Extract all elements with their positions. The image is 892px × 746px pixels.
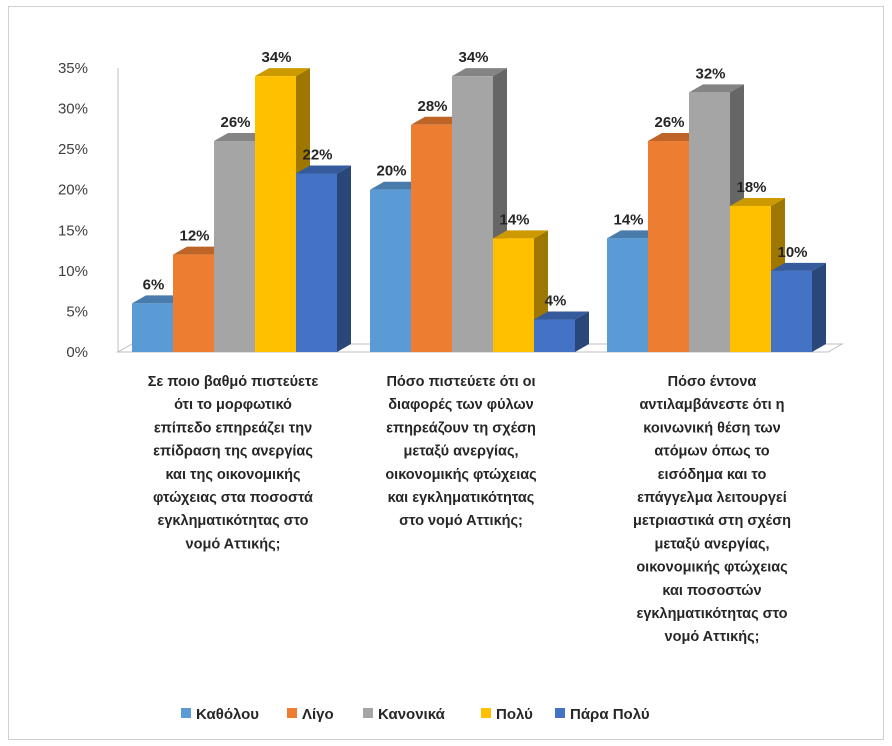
bar-front: [648, 141, 689, 352]
bar-5-1: [296, 165, 351, 352]
y-tick-label: 25%: [58, 141, 88, 158]
data-label: 10%: [777, 244, 807, 261]
y-tick-label: 0%: [66, 344, 88, 361]
bar-front: [607, 238, 648, 352]
legend-label: Λίγο: [302, 706, 334, 723]
data-label: 34%: [458, 49, 488, 66]
bar-front: [255, 76, 296, 352]
bar-front: [411, 124, 452, 352]
legend-item-3: Κανονικά: [363, 706, 446, 723]
bar-5-3: [771, 262, 826, 352]
bar-front: [771, 270, 812, 352]
data-label: 4%: [545, 293, 567, 310]
bar-top: [255, 68, 310, 77]
bar-front: [534, 319, 575, 352]
bar-front: [730, 205, 771, 352]
category-label-3: Πόσο έντονα αντιλαμβάνεστε ότι η κοινωνική…: [633, 374, 791, 645]
data-label: 14%: [499, 211, 529, 228]
bar-side: [337, 165, 351, 352]
legend: Καθόλου Λίγο Κανονικά Πολύ Πάρα Πολύ: [181, 706, 650, 723]
bar-top: [493, 230, 548, 239]
legend-label: Πολύ: [496, 706, 533, 723]
bar-front: [132, 303, 173, 352]
data-label: 34%: [261, 49, 291, 66]
data-label: 6%: [143, 276, 165, 293]
data-label: 18%: [736, 179, 766, 196]
data-label: 26%: [220, 114, 250, 131]
bar-front: [173, 254, 214, 352]
bar-top: [296, 165, 351, 174]
data-labels: 6% 20% 14% 12% 28% 26% 26% 34% 32% 34% 14% 18% 22% 4%…: [143, 49, 808, 309]
y-tick-label: 35%: [58, 60, 88, 77]
bar-top: [689, 84, 744, 93]
legend-label: Κανονικά: [378, 706, 446, 723]
bar-top: [452, 68, 507, 77]
data-label: 22%: [302, 146, 332, 163]
legend-swatch: [287, 708, 297, 718]
legend-label: Πάρα Πολύ: [570, 706, 650, 723]
legend-item-2: Λίγο: [287, 706, 334, 723]
data-label: 32%: [695, 65, 725, 82]
y-tick-label: 30%: [58, 101, 88, 118]
y-axis: 0% 5% 10% 15% 20% 25% 30% 35%: [58, 60, 119, 361]
legend-swatch: [555, 708, 565, 718]
y-tick-label: 15%: [58, 222, 88, 239]
data-label: 28%: [417, 98, 447, 115]
legend-label: Καθόλου: [196, 706, 259, 723]
data-label: 26%: [654, 114, 684, 131]
bar-front: [493, 238, 534, 352]
bar-top: [730, 197, 785, 206]
y-tick-label: 5%: [66, 303, 88, 320]
legend-item-1: Καθόλου: [181, 706, 259, 723]
legend-swatch: [363, 708, 373, 718]
bar-front: [689, 92, 730, 352]
bar-front: [452, 76, 493, 352]
legend-swatch: [181, 708, 191, 718]
bars: [132, 68, 826, 352]
bar-top: [771, 262, 826, 271]
data-label: 12%: [179, 228, 209, 245]
legend-item-4: Πολύ: [481, 706, 533, 723]
y-tick-label: 20%: [58, 182, 88, 199]
legend-swatch: [481, 708, 491, 718]
bar-5-2: [534, 311, 589, 352]
category-label-1: Σε ποιο βαθμό πιστεύετε ότι το μορφωτικό ε…: [148, 374, 319, 552]
bar-front: [370, 189, 411, 352]
legend-item-5: Πάρα Πολύ: [555, 706, 650, 723]
bar-front: [214, 141, 255, 352]
y-tick-label: 10%: [58, 263, 88, 280]
bar-side: [812, 262, 826, 352]
category-labels: Σε ποιο βαθμό πιστεύετε ότι το μορφωτικό ε…: [148, 374, 791, 645]
data-label: 20%: [376, 163, 406, 180]
bar-front: [296, 173, 337, 352]
bar-side: [575, 311, 589, 352]
category-label-2: Πόσο πιστεύετε ότι οι διαφορές των φύλων ε…: [385, 374, 536, 529]
data-label: 14%: [613, 211, 643, 228]
bar-top: [534, 311, 589, 320]
